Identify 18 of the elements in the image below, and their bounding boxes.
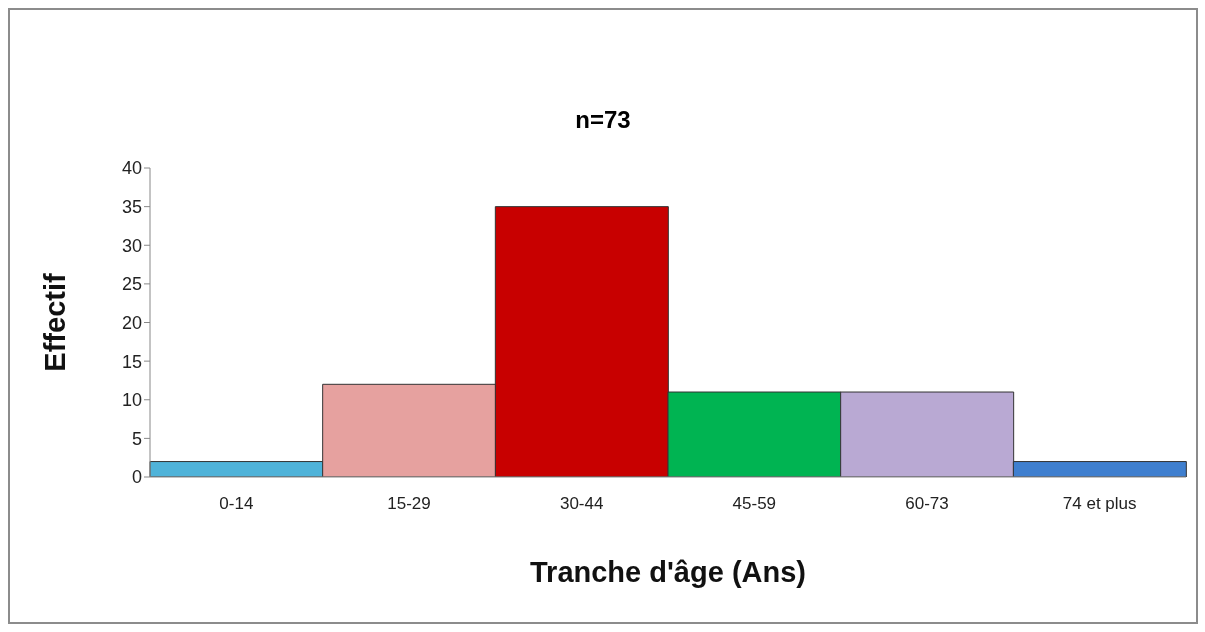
y-tick-label: 5	[131, 428, 142, 449]
x-tick-label: 30-44	[559, 494, 604, 514]
y-tick-label: 10	[121, 390, 142, 411]
y-tick-label: 25	[121, 274, 142, 295]
y-tick-label: 35	[121, 197, 142, 218]
chart-title: n=73	[574, 106, 632, 134]
y-tick-label: 0	[131, 467, 142, 488]
x-tick-label: 74 et plus	[1062, 494, 1137, 514]
x-tick-label: 60-73	[905, 494, 949, 514]
y-tick-label: 15	[121, 351, 142, 372]
y-tick-label: 40	[121, 158, 142, 179]
x-tick-label: 45-59	[732, 494, 777, 514]
y-tick-label: 30	[121, 235, 142, 256]
y-tick-label: 20	[121, 312, 142, 333]
x-tick-label: 15-29	[387, 494, 431, 514]
x-axis-title: Tranche d'âge (Ans)	[529, 556, 807, 588]
x-tick-label: 0-14	[219, 494, 254, 514]
y-axis-title: Effectif	[39, 273, 72, 372]
